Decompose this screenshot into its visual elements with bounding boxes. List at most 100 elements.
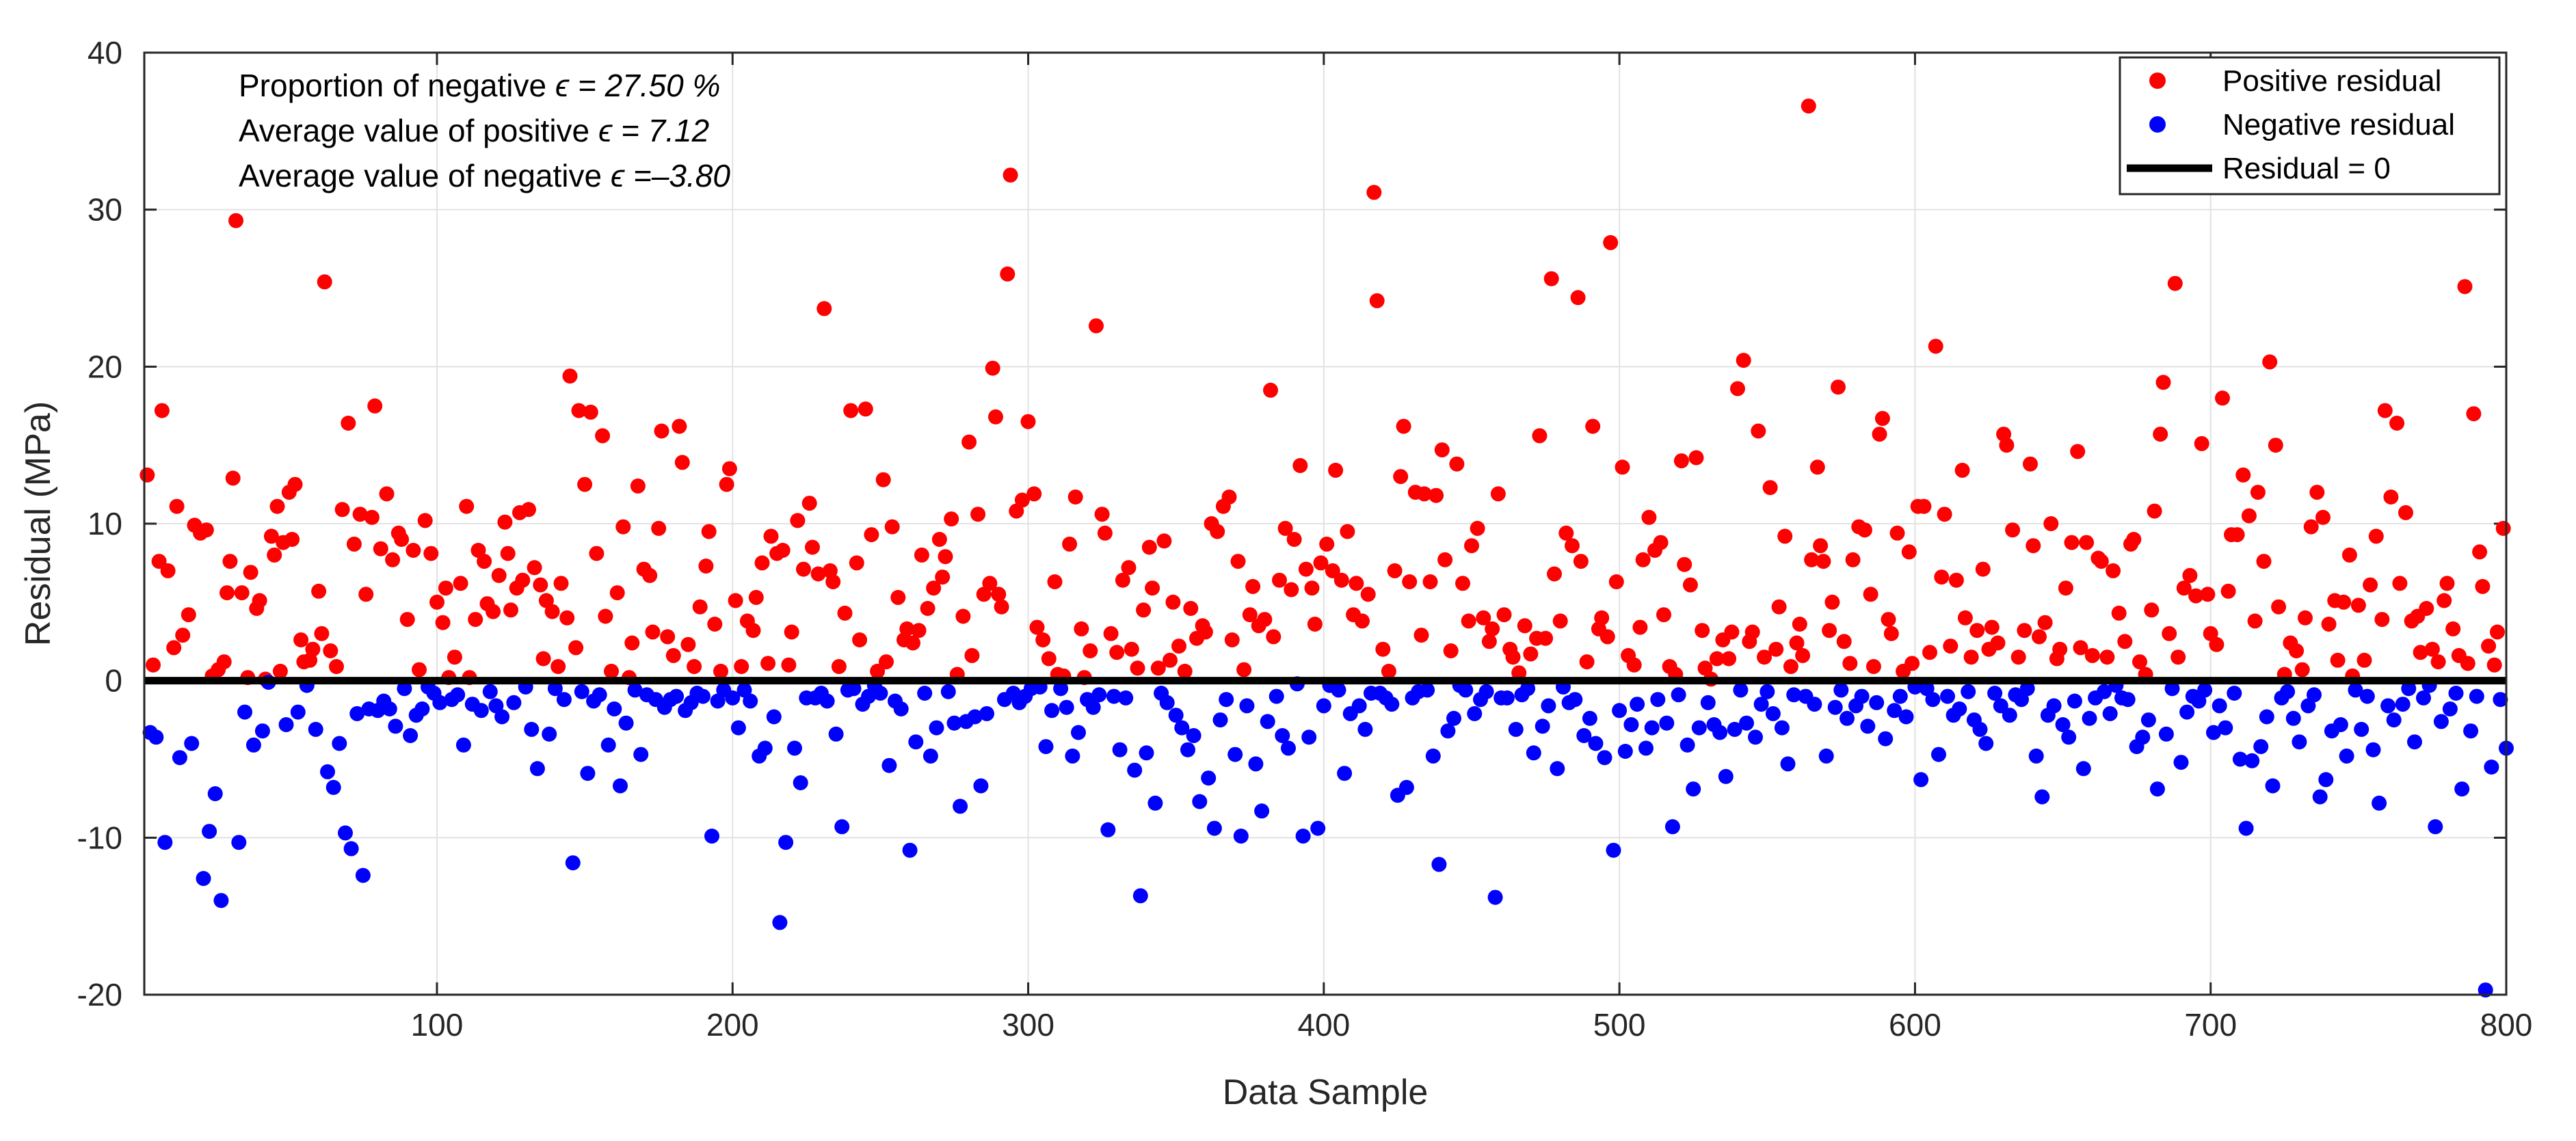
y-tick-label: 40 [88, 35, 122, 70]
negative-residual-point [2197, 682, 2213, 698]
negative-residual-point [2244, 753, 2260, 768]
x-tick-label: 800 [2480, 1007, 2533, 1043]
positive-residual-point [1496, 607, 1512, 623]
positive-residual-point [1872, 427, 1887, 442]
positive-residual-point [412, 662, 427, 677]
positive-residual-point [1236, 662, 1252, 677]
positive-residual-point [1062, 536, 1078, 552]
positive-residual-point [2460, 656, 2475, 671]
negative-residual-point [1650, 692, 1666, 708]
x-axis-title: Data Sample [1223, 1073, 1429, 1112]
negative-residual-point [1718, 768, 1734, 784]
positive-residual-point [438, 580, 453, 596]
positive-residual-point [1783, 659, 1798, 674]
positive-residual-point [1319, 536, 1335, 552]
negative-residual-point [1733, 682, 1749, 698]
positive-residual-point [944, 511, 959, 527]
negative-residual-point [1420, 682, 1435, 698]
positive-residual-point [1307, 617, 1323, 632]
positive-residual-point [140, 467, 155, 483]
positive-residual-point [2330, 652, 2346, 668]
positive-residual-point [521, 502, 536, 518]
negative-residual-point [1606, 842, 1621, 858]
positive-residual-point [1266, 629, 1282, 645]
negative-residual-point [1887, 703, 1902, 719]
negative-residual-point [1898, 709, 1914, 725]
legend-label-negative: Negative residual [2222, 108, 2455, 142]
negative-residual-point [2493, 692, 2508, 708]
annotation-proportion-negative: Proportion of negative ϵ = 27.50 % [239, 68, 720, 103]
positive-residual-point [1393, 469, 1409, 485]
positive-residual-point [352, 507, 368, 522]
positive-residual-point [1511, 665, 1527, 681]
positive-residual-point [2235, 467, 2251, 483]
positive-residual-point [1481, 634, 1497, 649]
negative-residual-point [2055, 717, 2071, 732]
positive-residual-point [1789, 635, 1805, 651]
negative-residual-point [979, 706, 994, 721]
negative-residual-point [1295, 829, 1311, 844]
negative-residual-point [2082, 710, 2097, 726]
negative-residual-point [1664, 819, 1680, 835]
positive-residual-point [784, 624, 799, 640]
positive-residual-point [2368, 528, 2384, 544]
negative-residual-point [1440, 723, 1456, 739]
negative-residual-point [473, 703, 489, 719]
y-tick-label: 10 [88, 506, 122, 541]
positive-residual-point [1505, 649, 1521, 665]
positive-residual-point [982, 576, 998, 591]
positive-residual-point [615, 519, 631, 535]
negative-residual-point [2407, 734, 2422, 750]
positive-residual-point [329, 659, 344, 674]
negative-residual-point [355, 868, 371, 883]
negative-residual-point [953, 798, 968, 814]
positive-residual-point [1298, 561, 1314, 577]
positive-residual-point [2419, 601, 2434, 616]
negative-residual-point [1316, 698, 1331, 714]
positive-residual-point [810, 566, 826, 582]
positive-residual-point [1709, 651, 1725, 667]
positive-residual-point [665, 647, 681, 663]
positive-residual-point [701, 524, 717, 539]
negative-residual-point [1059, 699, 1074, 715]
y-tick-label: 20 [88, 349, 122, 384]
negative-residual-point [2164, 681, 2180, 697]
negative-residual-point [2238, 820, 2254, 836]
negative-residual-point [506, 695, 522, 710]
positive-residual-point [911, 623, 927, 639]
negative-residual-point [1248, 756, 1264, 772]
positive-residual-point [1257, 612, 1273, 628]
positive-residual-point [1565, 538, 1580, 554]
positive-residual-point [2315, 509, 2331, 525]
negative-residual-point [627, 682, 643, 698]
positive-residual-point [1883, 626, 1899, 641]
negative-residual-point [2179, 704, 2195, 720]
positive-residual-point [571, 403, 587, 418]
positive-residual-point [146, 657, 161, 673]
positive-residual-point [1245, 578, 1261, 594]
positive-residual-point [553, 576, 569, 591]
positive-residual-point [2321, 617, 2337, 632]
positive-residual-point [2445, 621, 2461, 636]
negative-residual-point [565, 855, 581, 871]
positive-residual-point [890, 589, 906, 605]
negative-residual-point [922, 748, 938, 764]
negative-residual-point [1753, 697, 1769, 712]
negative-residual-point [488, 698, 504, 714]
positive-residual-point [920, 601, 935, 616]
negative-residual-point [2380, 698, 2396, 714]
negative-residual-point [1159, 695, 1175, 710]
negative-residual-point [2158, 726, 2174, 742]
positive-residual-point [1865, 659, 1881, 674]
negative-residual-point [1357, 721, 1373, 737]
positive-residual-point [2350, 598, 2366, 613]
positive-residual-point [435, 615, 451, 630]
negative-residual-point [1186, 728, 1201, 743]
positive-residual-point [2070, 444, 2086, 459]
negative-residual-point [2191, 693, 2207, 709]
positive-residual-point [1804, 552, 1820, 567]
positive-residual-point [385, 552, 401, 567]
positive-residual-point [1904, 656, 1920, 671]
negative-residual-point [1612, 703, 1628, 719]
negative-residual-point [710, 693, 726, 709]
